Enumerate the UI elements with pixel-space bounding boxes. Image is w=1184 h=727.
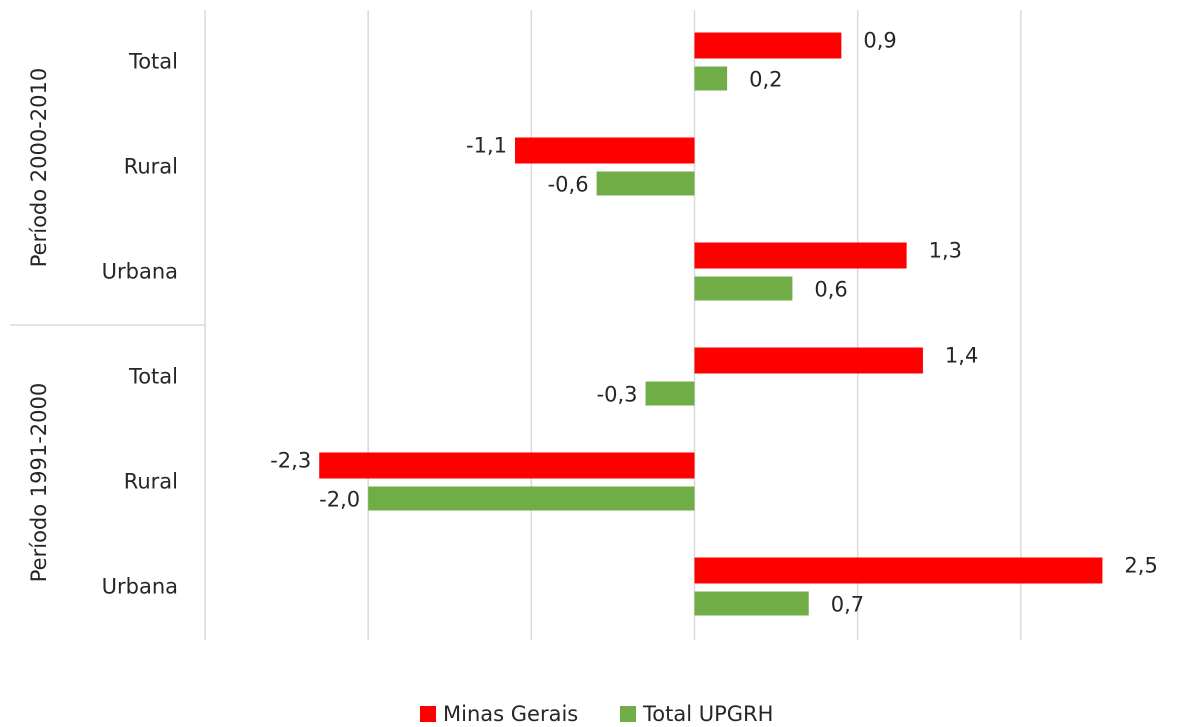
bar <box>694 66 728 91</box>
group-label: Período 2000-2010 <box>27 68 51 267</box>
bar <box>645 381 695 406</box>
category-label: Total <box>128 50 178 74</box>
data-label: 0,9 <box>863 29 896 53</box>
data-label: -1,1 <box>466 134 507 158</box>
data-label: 0,2 <box>749 68 782 92</box>
category-label: Urbana <box>102 260 178 284</box>
data-label: 1,4 <box>945 344 978 368</box>
category-label: Rural <box>124 155 178 179</box>
bar <box>694 242 907 269</box>
data-label: -2,3 <box>270 449 311 473</box>
group-label: Período 1991-2000 <box>27 383 51 582</box>
data-label: 2,5 <box>1124 554 1157 578</box>
data-label: -0,6 <box>548 173 589 197</box>
legend-swatch <box>620 706 636 722</box>
bar <box>694 557 1103 584</box>
legend-label: Total UPGRH <box>642 702 773 726</box>
bar <box>515 137 695 164</box>
data-label: 1,3 <box>929 239 962 263</box>
category-label: Total <box>128 365 178 389</box>
legend-swatch <box>420 706 436 722</box>
category-label: Rural <box>124 470 178 494</box>
legend-label: Minas Gerais <box>443 702 578 726</box>
data-label: -2,0 <box>319 488 360 512</box>
data-label: 0,6 <box>814 278 847 302</box>
bar <box>368 486 695 511</box>
bar <box>319 452 695 479</box>
category-label: Urbana <box>102 575 178 599</box>
bar <box>596 171 695 196</box>
bar <box>694 276 793 301</box>
data-label: 0,7 <box>831 593 864 617</box>
bar <box>694 32 842 59</box>
bar <box>694 347 923 374</box>
bar <box>694 591 809 616</box>
data-label: -0,3 <box>597 383 638 407</box>
